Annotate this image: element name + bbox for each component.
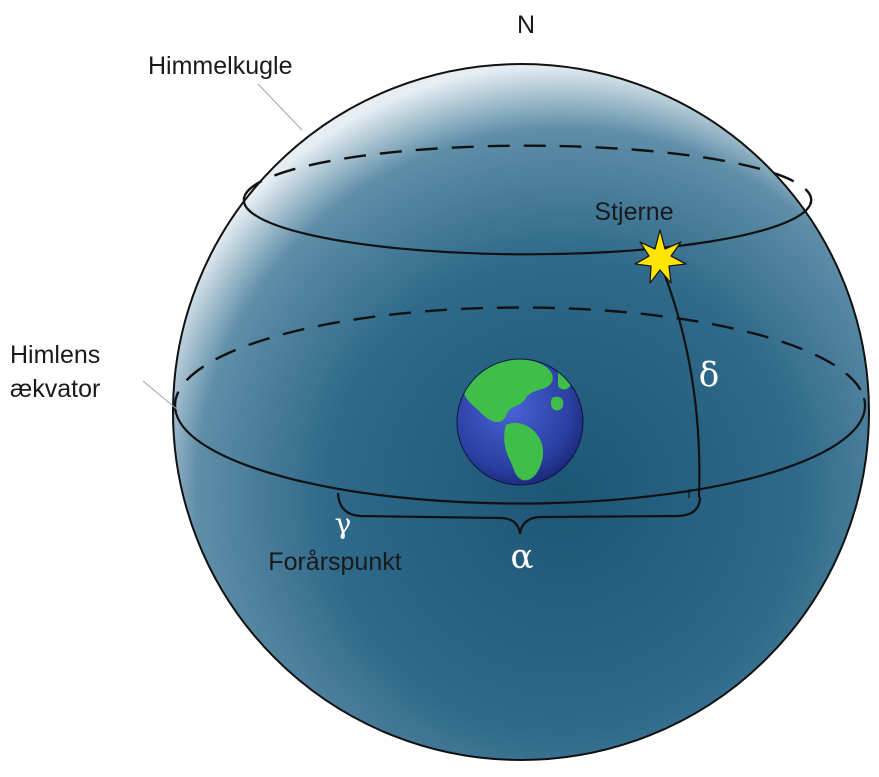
declination-circle-back <box>243 144 813 206</box>
right-ascension-label: α <box>511 537 534 577</box>
hour-circle-arc <box>656 257 701 498</box>
declination-label: δ <box>699 355 719 395</box>
star-icon <box>634 229 687 284</box>
star-label: Stjerne <box>594 198 673 226</box>
celestial-sphere-label: Himmelkugle <box>148 52 292 80</box>
equator-leader-line <box>142 380 179 411</box>
declination-circle-front <box>242 194 811 256</box>
north-label: N <box>517 11 535 39</box>
right-ascension-brace <box>336 492 702 535</box>
celestial-equator-label-line2: ækvator <box>10 375 100 403</box>
vernal-point-symbol: γ <box>335 507 352 540</box>
right-angle-marker <box>688 489 699 498</box>
celestial-equator-front <box>174 397 867 505</box>
vernal-point-label: Forårspunkt <box>268 548 401 576</box>
earth-globe <box>456 358 584 486</box>
sphere-leader-line <box>257 83 303 131</box>
celestial-equator-label-line1: Himlens <box>10 341 100 369</box>
